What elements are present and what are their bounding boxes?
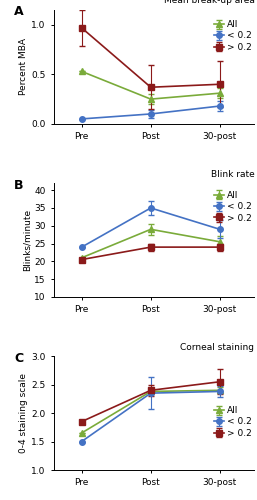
Text: Mean break-up area: Mean break-up area [163,0,254,6]
Text: B: B [14,178,23,192]
Y-axis label: Percent MBA: Percent MBA [20,38,29,96]
Y-axis label: Blinks/minute: Blinks/minute [22,209,31,271]
Y-axis label: 0-4 staining scale: 0-4 staining scale [20,373,29,453]
Text: C: C [14,352,23,364]
Legend: All, < 0.2, > 0.2: All, < 0.2, > 0.2 [214,406,252,438]
Legend: All, < 0.2, > 0.2: All, < 0.2, > 0.2 [214,191,252,222]
Text: A: A [14,6,23,18]
Text: Blink rate: Blink rate [211,170,254,178]
Text: Corneal staining: Corneal staining [180,342,254,351]
Legend: All, < 0.2, > 0.2: All, < 0.2, > 0.2 [214,20,252,52]
